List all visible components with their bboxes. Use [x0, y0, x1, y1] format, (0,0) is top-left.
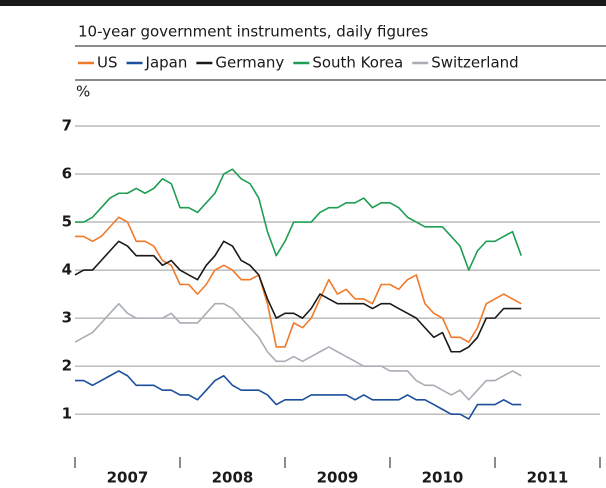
y-tick-label: 6 — [62, 165, 72, 183]
series-line — [74, 302, 522, 401]
chart-subtitle: 10-year government instruments, daily fi… — [78, 23, 429, 41]
series-line — [75, 216, 522, 348]
y-tick-label: 7 — [62, 117, 72, 135]
x-tick-label: 2011 — [527, 469, 569, 487]
x-tick-label: 2009 — [317, 469, 359, 487]
legend-label: Japan — [145, 54, 188, 72]
x-tick-label: 2010 — [422, 469, 464, 487]
legend-label: Germany — [215, 54, 284, 72]
series-line — [75, 168, 523, 271]
top-rule — [0, 0, 606, 6]
series-line — [75, 370, 522, 420]
y-tick-label: 1 — [62, 405, 72, 423]
series-line — [74, 240, 522, 353]
y-unit: % — [76, 83, 90, 101]
legend-label: South Korea — [312, 54, 403, 72]
legend-label: Switzerland — [431, 54, 519, 72]
x-tick-label: 2008 — [212, 469, 254, 487]
y-tick-label: 3 — [62, 309, 72, 327]
legend-label: US — [97, 54, 118, 72]
y-tick-label: 5 — [62, 213, 72, 231]
y-tick-label: 2 — [62, 357, 72, 375]
x-tick-label: 2007 — [107, 469, 149, 487]
y-tick-label: 4 — [62, 261, 72, 279]
